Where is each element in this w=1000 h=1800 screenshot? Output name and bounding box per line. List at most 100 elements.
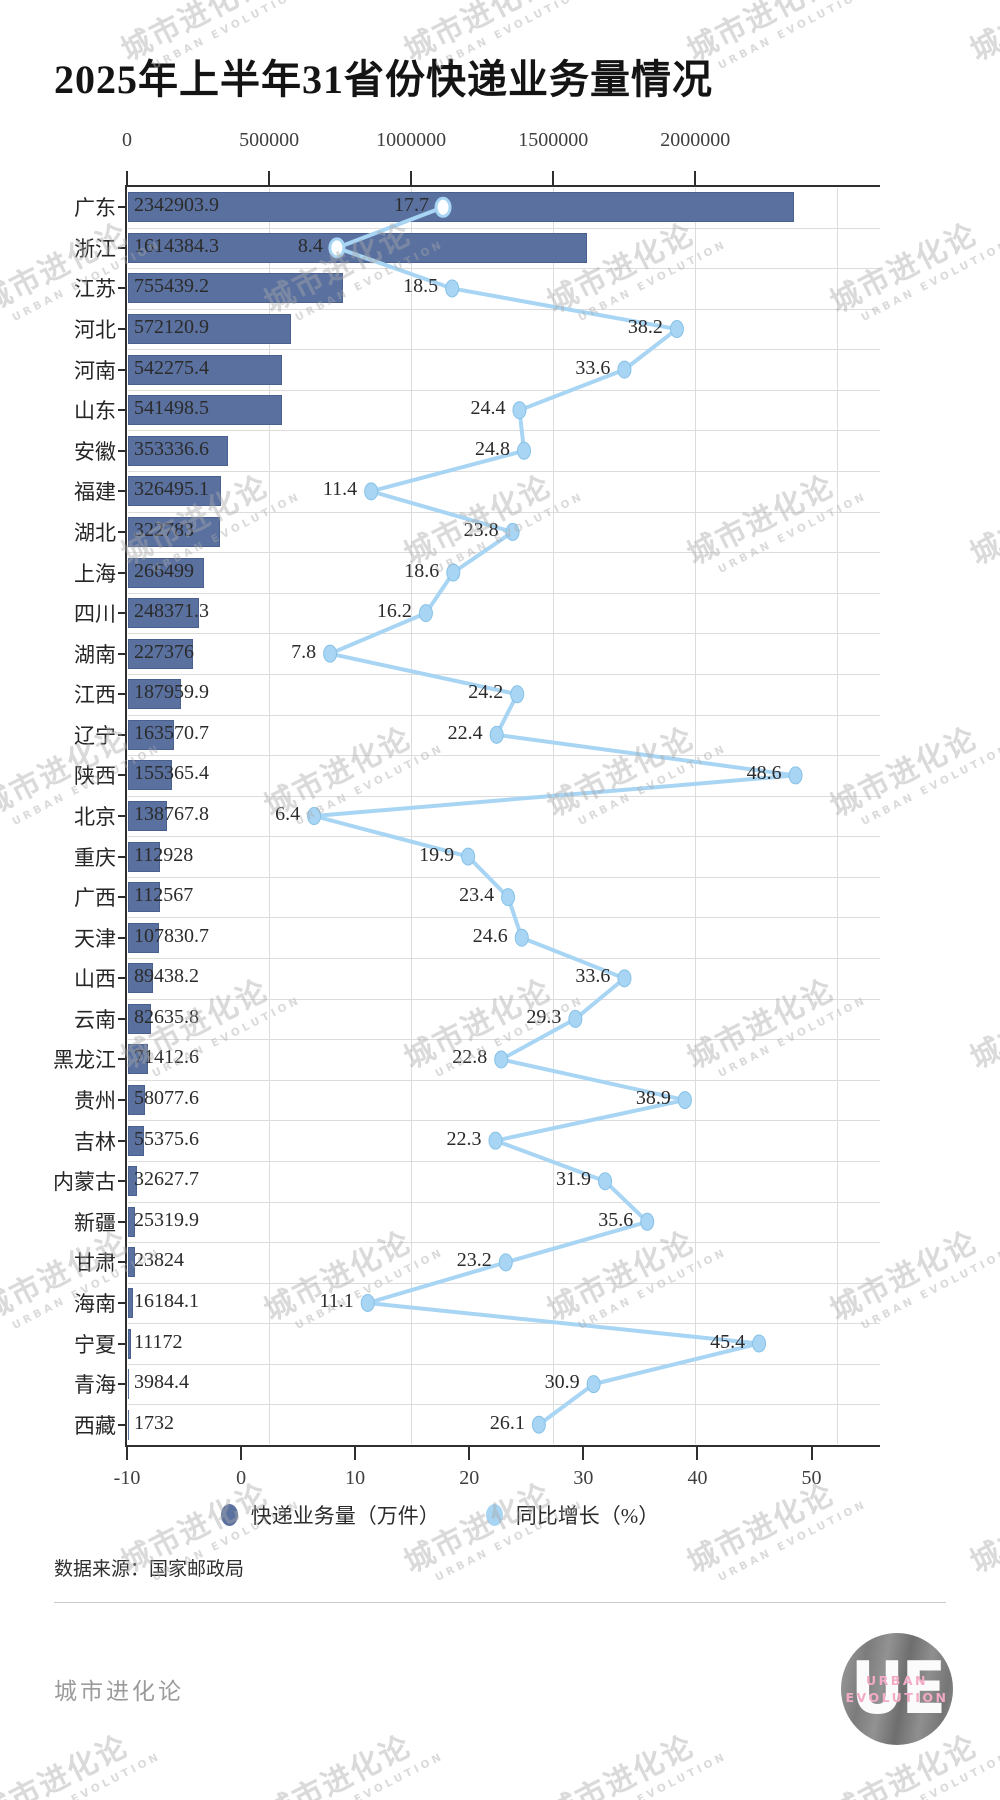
growth-label: 23.4 xyxy=(459,884,495,907)
vertical-gridline xyxy=(837,188,839,1444)
bar xyxy=(128,1166,138,1197)
bar-value-label: 1614384.3 xyxy=(134,234,219,257)
row-label: 新疆 xyxy=(74,1210,116,1235)
row-tick xyxy=(118,936,126,939)
row-label: 广东 xyxy=(74,196,116,221)
horizontal-gridline xyxy=(128,1404,880,1406)
top-axis-tick-label: 0 xyxy=(122,129,132,151)
page-title: 2025年上半年31省份快递业务量情况 xyxy=(54,57,713,102)
bar-value-label: 32627.7 xyxy=(134,1168,199,1191)
bar-value-label: 2342903.9 xyxy=(134,194,219,217)
growth-label: 33.6 xyxy=(575,356,611,379)
bar-value-label: 248371.3 xyxy=(134,600,209,623)
horizontal-gridline xyxy=(128,1363,880,1365)
row-label: 贵州 xyxy=(74,1089,116,1114)
row-label: 云南 xyxy=(74,1007,116,1032)
row-tick xyxy=(118,855,126,858)
horizontal-gridline xyxy=(128,227,880,229)
bottom-axis-tick-label: -10 xyxy=(113,1467,141,1489)
row-label: 内蒙古 xyxy=(53,1170,116,1195)
bar-value-label: 187959.9 xyxy=(134,681,209,704)
row-tick xyxy=(118,612,126,615)
row-label: 河北 xyxy=(74,318,116,343)
row-tick xyxy=(118,1058,126,1061)
legend-item-growth: 同比增长（%） xyxy=(485,1500,660,1530)
top-axis-tick xyxy=(552,171,555,185)
growth-dot xyxy=(364,482,379,501)
top-axis-tick xyxy=(410,171,413,185)
data-source-note: 数据来源：国家邮政局 xyxy=(54,1559,245,1580)
growth-label: 11.4 xyxy=(322,478,358,501)
horizontal-gridline xyxy=(128,552,880,554)
bar xyxy=(128,1409,129,1440)
growth-dot xyxy=(677,1091,692,1110)
top-axis-line xyxy=(127,185,880,187)
growth-label: 18.6 xyxy=(404,559,440,582)
bar-value-label: 541498.5 xyxy=(134,397,209,420)
row-tick xyxy=(118,328,126,331)
growth-label: 26.1 xyxy=(489,1411,525,1434)
row-label: 江西 xyxy=(74,683,116,708)
vertical-gridline xyxy=(695,188,697,1444)
bottom-axis-tick xyxy=(582,1447,585,1460)
growth-label: 17.7 xyxy=(394,194,430,217)
logo-caption-line1: URBAN xyxy=(866,1673,928,1688)
row-tick xyxy=(118,1342,126,1345)
growth-legend-marker-icon xyxy=(485,1504,503,1526)
row-tick xyxy=(118,1261,126,1264)
bottom-axis-tick xyxy=(126,1447,128,1460)
bottom-axis-tick-label: 50 xyxy=(801,1467,822,1489)
growth-dot xyxy=(568,1009,583,1028)
bar xyxy=(128,882,160,913)
horizontal-gridline xyxy=(128,268,880,270)
growth-dot xyxy=(434,196,452,218)
top-axis-tick xyxy=(268,171,271,185)
row-tick xyxy=(118,571,126,574)
row-label: 安徽 xyxy=(74,439,116,464)
row-label: 山东 xyxy=(74,399,116,424)
bar xyxy=(128,760,173,791)
bar-value-label: 163570.7 xyxy=(134,721,209,744)
bar-value-label: 1732 xyxy=(134,1411,174,1434)
horizontal-gridline xyxy=(128,795,880,797)
growth-dot xyxy=(446,563,461,582)
bar-value-label: 82635.8 xyxy=(134,1005,199,1028)
row-label: 辽宁 xyxy=(74,723,116,748)
bar xyxy=(128,679,182,710)
legend-label-volume: 快递业务量（万件） xyxy=(250,1504,440,1528)
bar xyxy=(128,1328,132,1359)
footer-divider xyxy=(54,1602,946,1603)
horizontal-gridline xyxy=(128,430,880,432)
horizontal-gridline xyxy=(128,998,880,1000)
growth-label: 45.4 xyxy=(710,1330,746,1353)
growth-trend-layer xyxy=(307,196,803,1434)
bar xyxy=(128,314,291,345)
horizontal-gridline xyxy=(128,673,880,675)
bottom-axis-tick xyxy=(810,1447,813,1460)
vertical-gridline xyxy=(269,188,271,1444)
growth-label: 6.4 xyxy=(275,803,301,825)
growth-dot xyxy=(752,1334,767,1353)
horizontal-gridline xyxy=(128,1039,880,1041)
growth-label: 8.4 xyxy=(297,234,323,257)
bar-value-label: 11172 xyxy=(134,1330,183,1353)
row-label: 浙江 xyxy=(74,236,116,261)
row-tick xyxy=(118,652,126,655)
row-tick xyxy=(118,733,126,736)
row-label: 四川 xyxy=(74,602,116,627)
growth-dot xyxy=(669,320,684,339)
growth-dot xyxy=(461,847,476,866)
row-label: 湖北 xyxy=(74,520,116,545)
bar-value-label: 353336.6 xyxy=(134,437,209,460)
bottom-axis-tick-label: 0 xyxy=(236,1467,247,1489)
growth-dot xyxy=(328,237,346,259)
bar-value-label: 572120.9 xyxy=(134,316,209,339)
horizontal-gridline xyxy=(128,714,880,716)
growth-dot xyxy=(514,928,529,947)
horizontal-gridline xyxy=(128,592,880,594)
legend-label-growth: 同比增长（%） xyxy=(515,1504,660,1528)
